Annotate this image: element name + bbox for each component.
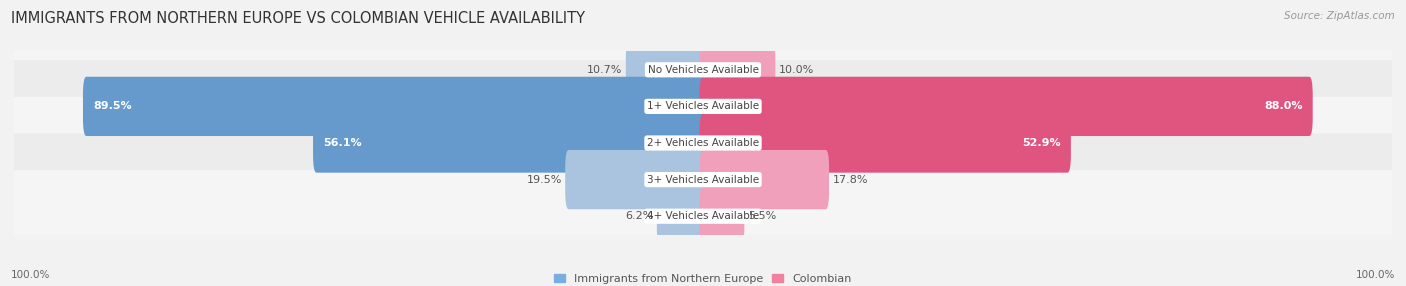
Text: 52.9%: 52.9%: [1022, 138, 1060, 148]
Text: 89.5%: 89.5%: [93, 102, 132, 111]
Text: 3+ Vehicles Available: 3+ Vehicles Available: [647, 175, 759, 184]
FancyBboxPatch shape: [700, 150, 830, 209]
FancyBboxPatch shape: [626, 40, 706, 100]
Text: 100.0%: 100.0%: [11, 270, 51, 280]
Text: 6.2%: 6.2%: [626, 211, 654, 221]
FancyBboxPatch shape: [700, 40, 775, 100]
FancyBboxPatch shape: [8, 24, 1398, 116]
Text: 4+ Vehicles Available: 4+ Vehicles Available: [647, 211, 759, 221]
Text: Source: ZipAtlas.com: Source: ZipAtlas.com: [1284, 11, 1395, 21]
Text: 10.7%: 10.7%: [588, 65, 623, 75]
FancyBboxPatch shape: [700, 186, 744, 246]
Text: 17.8%: 17.8%: [832, 175, 868, 184]
FancyBboxPatch shape: [83, 77, 706, 136]
Text: 19.5%: 19.5%: [526, 175, 562, 184]
FancyBboxPatch shape: [700, 113, 1071, 173]
Text: IMMIGRANTS FROM NORTHERN EUROPE VS COLOMBIAN VEHICLE AVAILABILITY: IMMIGRANTS FROM NORTHERN EUROPE VS COLOM…: [11, 11, 585, 26]
Text: 56.1%: 56.1%: [323, 138, 361, 148]
FancyBboxPatch shape: [657, 186, 706, 246]
FancyBboxPatch shape: [565, 150, 706, 209]
FancyBboxPatch shape: [8, 134, 1398, 226]
Text: No Vehicles Available: No Vehicles Available: [648, 65, 758, 75]
FancyBboxPatch shape: [8, 60, 1398, 152]
FancyBboxPatch shape: [700, 77, 1313, 136]
Legend: Immigrants from Northern Europe, Colombian: Immigrants from Northern Europe, Colombi…: [554, 274, 852, 284]
Text: 1+ Vehicles Available: 1+ Vehicles Available: [647, 102, 759, 111]
FancyBboxPatch shape: [314, 113, 706, 173]
Text: 100.0%: 100.0%: [1355, 270, 1395, 280]
Text: 88.0%: 88.0%: [1264, 102, 1302, 111]
Text: 10.0%: 10.0%: [779, 65, 814, 75]
FancyBboxPatch shape: [8, 97, 1398, 189]
Text: 5.5%: 5.5%: [748, 211, 776, 221]
Text: 2+ Vehicles Available: 2+ Vehicles Available: [647, 138, 759, 148]
FancyBboxPatch shape: [8, 170, 1398, 262]
